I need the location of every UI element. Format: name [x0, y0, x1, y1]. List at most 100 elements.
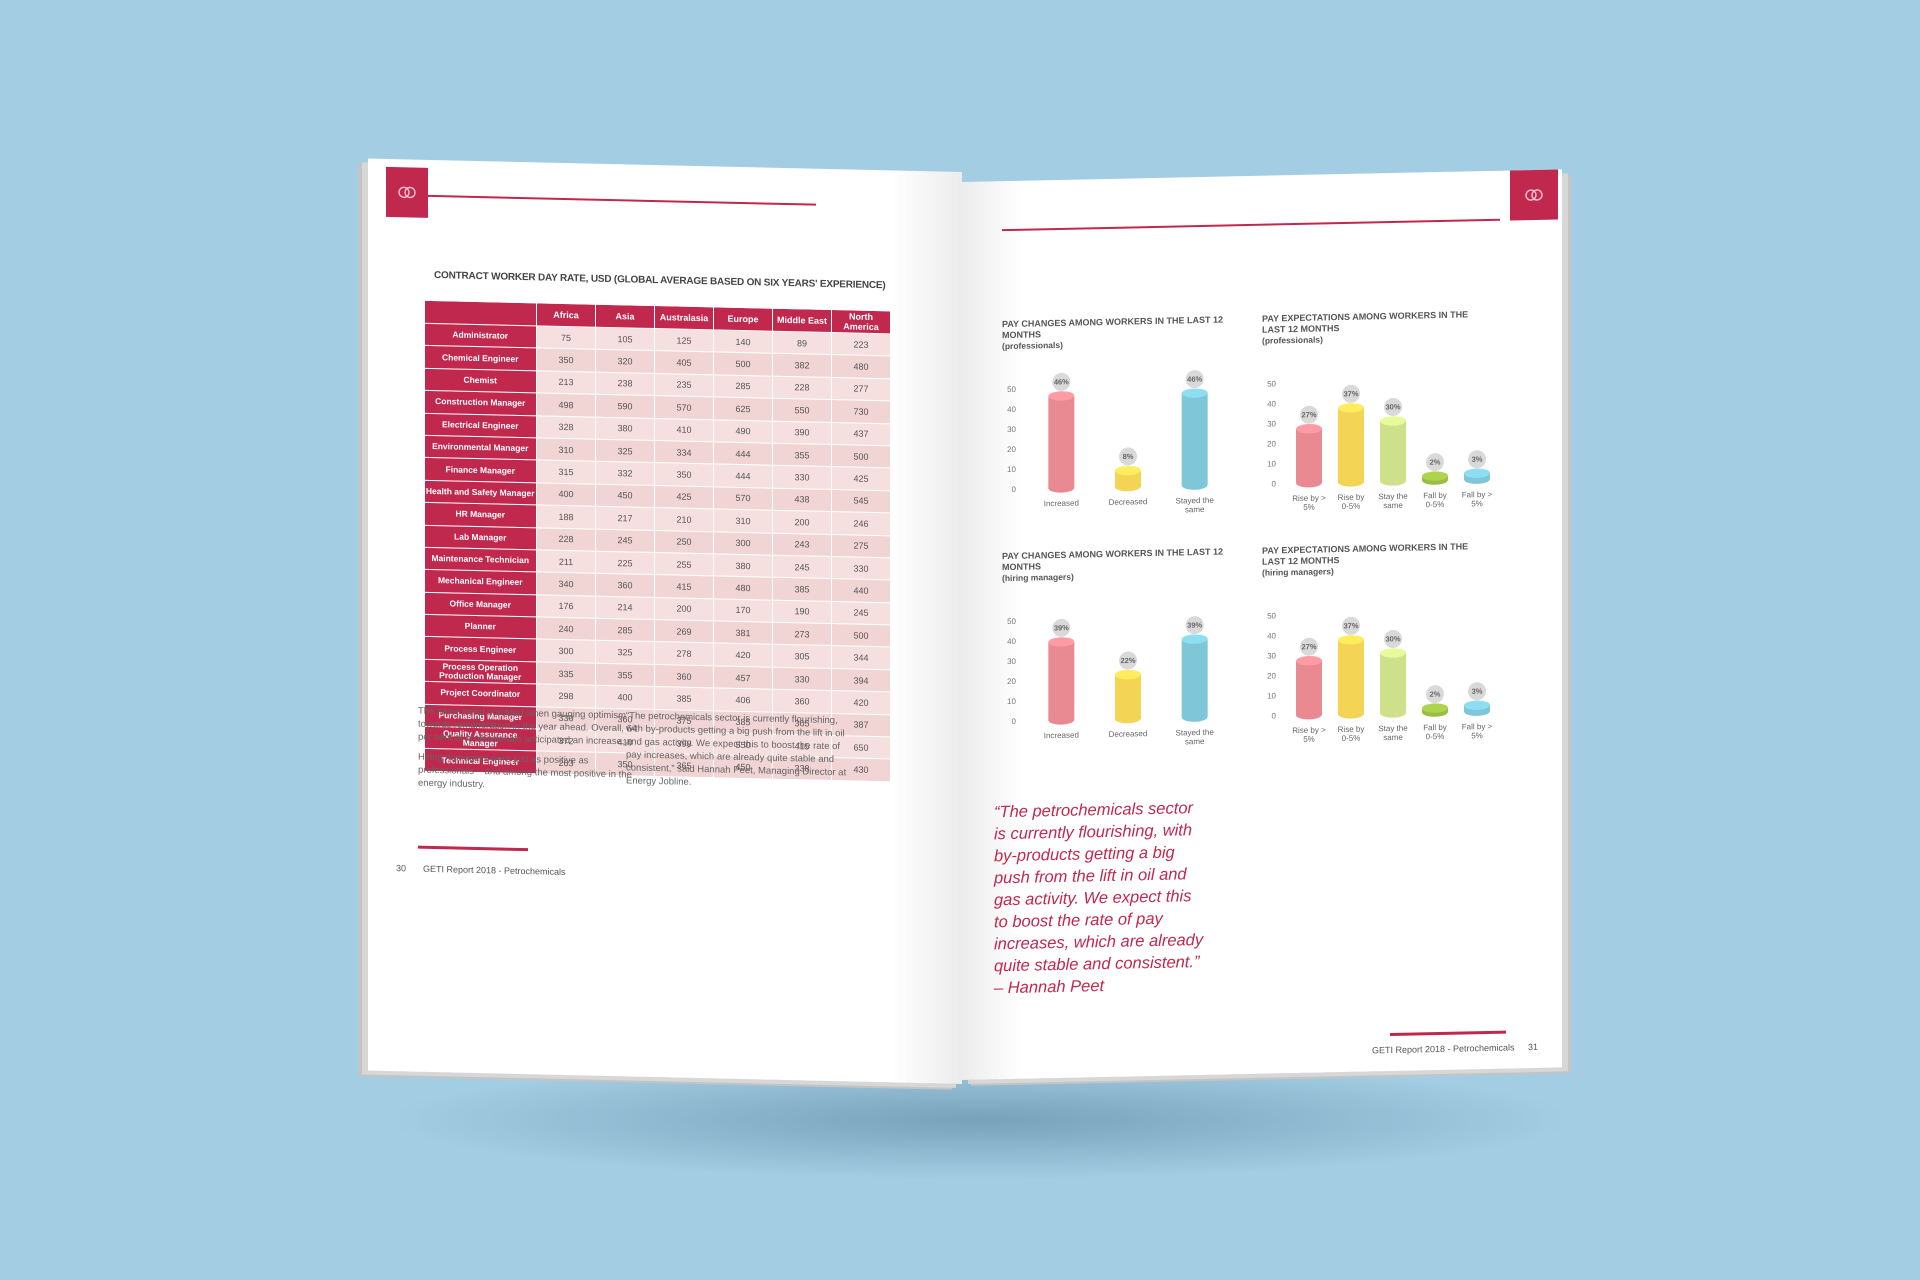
table-cell: 228	[772, 375, 832, 400]
chart-subtitle: (professionals)	[1262, 334, 1323, 346]
category-label: Stayed the	[1176, 728, 1215, 738]
column-header: Africa	[536, 302, 596, 328]
table-cell: 250	[654, 530, 714, 554]
data-label-bubble	[1119, 447, 1137, 466]
data-label: 30%	[1385, 402, 1400, 411]
table-cell: 310	[713, 508, 773, 533]
row-label: Project Coordinator	[424, 681, 537, 707]
column-header: North America	[831, 309, 891, 334]
y-tick-label: 20	[1007, 445, 1016, 454]
table-cell: 355	[772, 443, 832, 467]
category-label: Stay the	[1378, 492, 1408, 502]
table-cell: 325	[595, 439, 655, 463]
bar-base	[1115, 713, 1141, 724]
page-number: 30	[396, 863, 407, 874]
table-cell: 298	[536, 684, 596, 708]
bar	[1380, 420, 1406, 482]
y-tick-label: 40	[1267, 631, 1276, 640]
bar-top	[1464, 468, 1490, 478]
chart-title-text: PAY EXPECTATIONS AMONG WORKERS IN THE LA…	[1262, 541, 1469, 567]
table-cell: 380	[595, 416, 655, 441]
category-label: same	[1383, 733, 1403, 742]
bar-base	[1380, 476, 1406, 486]
table-cell: 550	[772, 398, 832, 423]
y-tick-label: 20	[1267, 671, 1276, 680]
chart-3-title: PAY CHANGES AMONG WORKERS IN THE LAST 12…	[1002, 546, 1232, 584]
table-cell: 278	[654, 641, 714, 666]
pay-changes-hiring-managers-chart: 0 10 20 30 40 50 39% Increased 22% Decreased 39% St…	[1007, 616, 1215, 746]
row-label: Administrator	[424, 323, 537, 349]
table-cell: 425	[831, 466, 891, 491]
row-label: Maintenance Technician	[424, 547, 537, 573]
data-label: 2%	[1430, 457, 1441, 466]
table-cell: 444	[713, 441, 773, 466]
category-label: Rise by	[1338, 493, 1365, 503]
bar-top	[1181, 388, 1208, 398]
data-label-bubble	[1185, 616, 1204, 635]
table-cell: 420	[831, 690, 891, 715]
category-label: Rise by >	[1292, 725, 1326, 735]
bar-base	[1296, 710, 1322, 720]
category-label: Increased	[1044, 731, 1079, 741]
table-cell: 360	[654, 664, 714, 689]
table-cell: 300	[536, 639, 596, 664]
table-cell: 228	[536, 527, 596, 552]
table-cell: 277	[831, 377, 891, 402]
chart-4-title: PAY EXPECTATIONS AMONG WORKERS IN THE LA…	[1262, 541, 1492, 579]
table-cell: 170	[713, 598, 773, 623]
y-tick-label: 10	[1007, 697, 1016, 706]
logo-icon	[398, 186, 416, 199]
data-label: 3%	[1472, 687, 1483, 696]
category-label: Decreased	[1109, 497, 1148, 507]
table-cell: 500	[831, 623, 891, 648]
table-cell: 245	[772, 555, 832, 579]
bar-base	[1338, 477, 1364, 487]
bar-top	[1338, 635, 1364, 645]
table-cell: 437	[831, 422, 891, 446]
bar	[1296, 428, 1322, 484]
table-cell: 217	[595, 506, 655, 531]
table-cell: 332	[595, 461, 655, 486]
chart-subtitle: (hiring managers)	[1262, 566, 1334, 578]
table-cell: 200	[772, 510, 832, 535]
data-label: 46%	[1187, 374, 1202, 383]
data-label-bubble	[1119, 651, 1137, 670]
table-cell: 328	[536, 415, 596, 440]
row-label: Finance Manager	[424, 457, 537, 483]
row-label: Electrical Engineer	[424, 412, 537, 438]
table-cell: 285	[713, 374, 773, 399]
chart-title-text: PAY CHANGES AMONG WORKERS IN THE LAST 12…	[1002, 314, 1224, 341]
table-cell: 320	[595, 349, 655, 374]
bar	[1181, 392, 1208, 486]
table-cell: 240	[536, 616, 596, 641]
booklet-shadow	[380, 1060, 1580, 1180]
bar-base	[1181, 712, 1208, 722]
table-cell: 310	[536, 437, 596, 462]
table-cell: 394	[831, 668, 891, 693]
table-cell: 570	[654, 395, 714, 420]
category-label: Fall by	[1423, 723, 1447, 732]
y-tick-label: 40	[1267, 399, 1276, 408]
table-cell: 480	[713, 576, 773, 600]
table-cell: 214	[595, 595, 655, 620]
y-tick-label: 0	[1272, 479, 1277, 488]
column-header: Europe	[713, 306, 773, 332]
logo-icon	[1525, 189, 1543, 201]
bar-base	[1296, 478, 1322, 488]
row-label: Chemical Engineer	[424, 345, 537, 371]
y-tick-label: 0	[1012, 485, 1017, 494]
data-label-bubble	[1052, 618, 1071, 637]
bar-base	[1338, 709, 1364, 719]
y-tick-label: 40	[1007, 637, 1016, 646]
table-cell: 243	[772, 532, 832, 557]
table-cell: 382	[772, 353, 832, 378]
table-cell: 238	[595, 371, 655, 396]
table-cell: 330	[831, 556, 891, 581]
category-label: 5%	[1303, 735, 1315, 744]
logo-tab-left	[386, 166, 428, 218]
table-cell: 335	[536, 661, 596, 686]
table-cell: 235	[654, 373, 714, 398]
table-cell: 315	[536, 460, 596, 484]
table-cell: 255	[654, 552, 714, 577]
table-cell: 246	[831, 511, 891, 536]
